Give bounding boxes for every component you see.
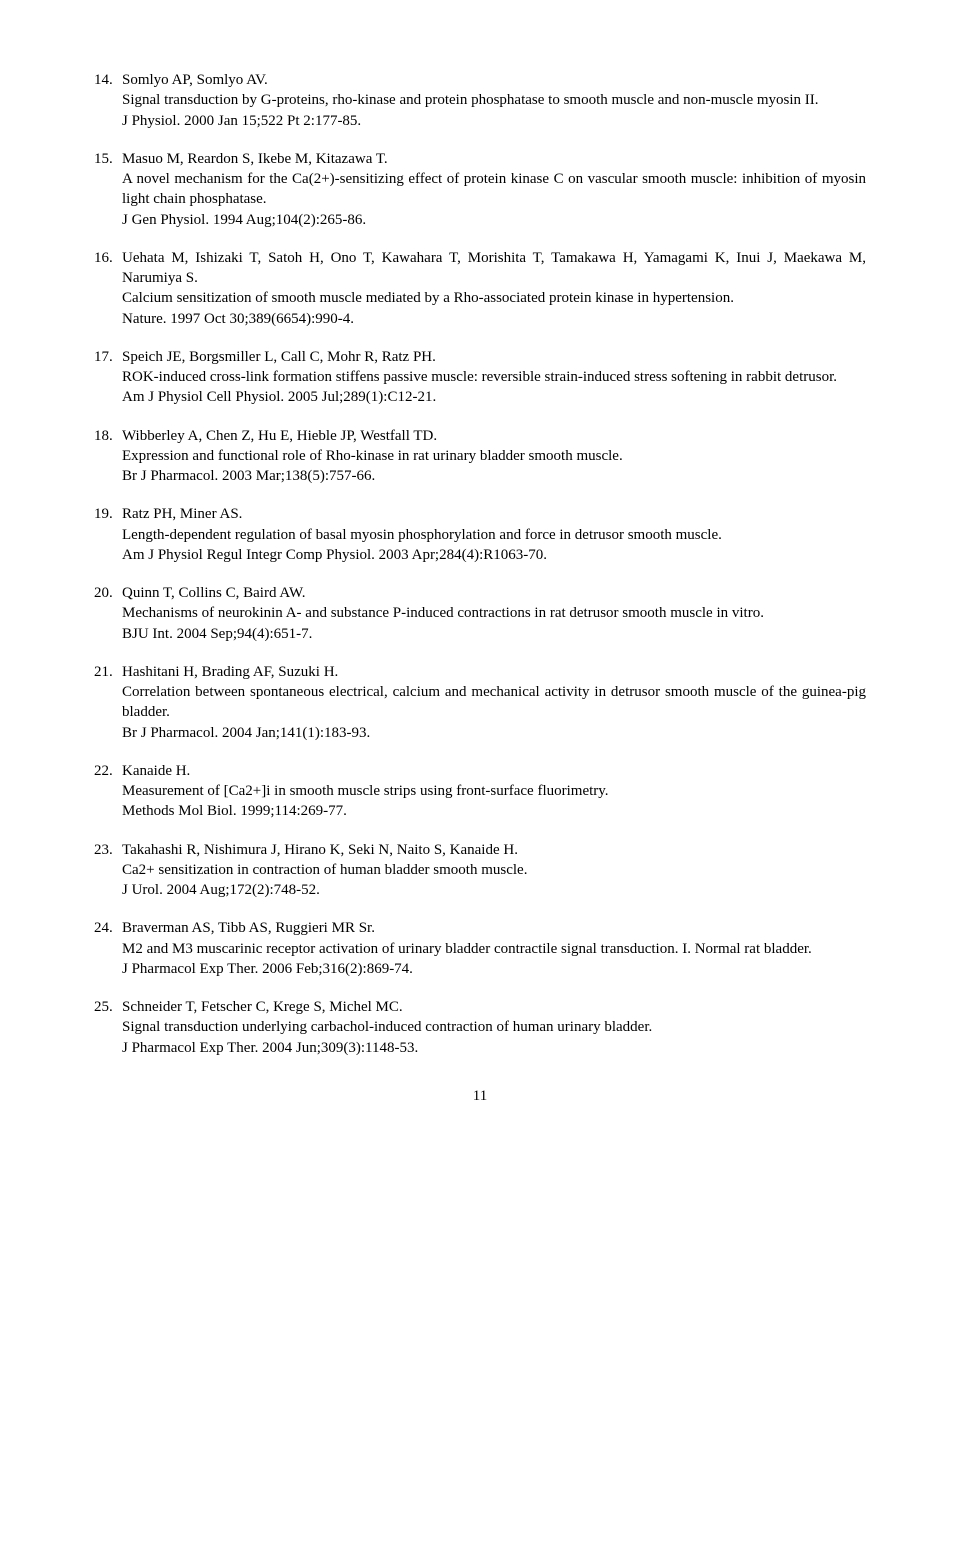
reference-title: Expression and functional role of Rho-ki…: [122, 446, 866, 466]
reference-title: Signal transduction underlying carbachol…: [122, 1017, 866, 1037]
reference-title: M2 and M3 muscarinic receptor activation…: [122, 939, 866, 959]
reference-number: 19.: [94, 504, 122, 565]
reference-journal: J Pharmacol Exp Ther. 2006 Feb;316(2):86…: [122, 959, 866, 979]
reference-body: Masuo M, Reardon S, Ikebe M, Kitazawa T.…: [122, 149, 866, 230]
reference-number: 22.: [94, 761, 122, 822]
reference-body: Kanaide H. Measurement of [Ca2+]i in smo…: [122, 761, 866, 822]
reference-authors: Braverman AS, Tibb AS, Ruggieri MR Sr.: [122, 918, 866, 938]
reference-title: Mechanisms of neurokinin A- and substanc…: [122, 603, 866, 623]
reference-item: 24. Braverman AS, Tibb AS, Ruggieri MR S…: [94, 918, 866, 979]
reference-journal: Br J Pharmacol. 2004 Jan;141(1):183-93.: [122, 723, 866, 743]
reference-authors: Wibberley A, Chen Z, Hu E, Hieble JP, We…: [122, 426, 866, 446]
reference-body: Ratz PH, Miner AS. Length-dependent regu…: [122, 504, 866, 565]
reference-body: Takahashi R, Nishimura J, Hirano K, Seki…: [122, 840, 866, 901]
reference-item: 20. Quinn T, Collins C, Baird AW. Mechan…: [94, 583, 866, 644]
reference-title: A novel mechanism for the Ca(2+)-sensiti…: [122, 169, 866, 210]
reference-authors: Speich JE, Borgsmiller L, Call C, Mohr R…: [122, 347, 866, 367]
reference-body: Braverman AS, Tibb AS, Ruggieri MR Sr. M…: [122, 918, 866, 979]
reference-number: 24.: [94, 918, 122, 979]
reference-journal: Am J Physiol Cell Physiol. 2005 Jul;289(…: [122, 387, 866, 407]
reference-item: 16. Uehata M, Ishizaki T, Satoh H, Ono T…: [94, 248, 866, 329]
reference-item: 14. Somlyo AP, Somlyo AV. Signal transdu…: [94, 70, 866, 131]
reference-number: 17.: [94, 347, 122, 408]
reference-journal: Br J Pharmacol. 2003 Mar;138(5):757-66.: [122, 466, 866, 486]
reference-number: 23.: [94, 840, 122, 901]
reference-item: 21. Hashitani H, Brading AF, Suzuki H. C…: [94, 662, 866, 743]
reference-authors: Masuo M, Reardon S, Ikebe M, Kitazawa T.: [122, 149, 866, 169]
reference-item: 15. Masuo M, Reardon S, Ikebe M, Kitazaw…: [94, 149, 866, 230]
reference-item: 22. Kanaide H. Measurement of [Ca2+]i in…: [94, 761, 866, 822]
reference-authors: Somlyo AP, Somlyo AV.: [122, 70, 866, 90]
reference-body: Speich JE, Borgsmiller L, Call C, Mohr R…: [122, 347, 866, 408]
reference-journal: J Urol. 2004 Aug;172(2):748-52.: [122, 880, 866, 900]
reference-journal: J Physiol. 2000 Jan 15;522 Pt 2:177-85.: [122, 111, 866, 131]
reference-authors: Schneider T, Fetscher C, Krege S, Michel…: [122, 997, 866, 1017]
reference-item: 19. Ratz PH, Miner AS. Length-dependent …: [94, 504, 866, 565]
reference-number: 18.: [94, 426, 122, 487]
reference-number: 16.: [94, 248, 122, 329]
reference-body: Schneider T, Fetscher C, Krege S, Michel…: [122, 997, 866, 1058]
reference-body: Quinn T, Collins C, Baird AW. Mechanisms…: [122, 583, 866, 644]
reference-body: Wibberley A, Chen Z, Hu E, Hieble JP, We…: [122, 426, 866, 487]
reference-number: 15.: [94, 149, 122, 230]
reference-journal: J Pharmacol Exp Ther. 2004 Jun;309(3):11…: [122, 1038, 866, 1058]
reference-title: Signal transduction by G-proteins, rho-k…: [122, 90, 866, 110]
reference-title: Correlation between spontaneous electric…: [122, 682, 866, 723]
reference-journal: Methods Mol Biol. 1999;114:269-77.: [122, 801, 866, 821]
reference-title: Ca2+ sensitization in contraction of hum…: [122, 860, 866, 880]
reference-title: Calcium sensitization of smooth muscle m…: [122, 288, 866, 308]
reference-authors: Quinn T, Collins C, Baird AW.: [122, 583, 866, 603]
reference-number: 20.: [94, 583, 122, 644]
reference-item: 23. Takahashi R, Nishimura J, Hirano K, …: [94, 840, 866, 901]
reference-authors: Takahashi R, Nishimura J, Hirano K, Seki…: [122, 840, 866, 860]
reference-number: 14.: [94, 70, 122, 131]
reference-number: 21.: [94, 662, 122, 743]
reference-authors: Kanaide H.: [122, 761, 866, 781]
reference-item: 25. Schneider T, Fetscher C, Krege S, Mi…: [94, 997, 866, 1058]
reference-body: Somlyo AP, Somlyo AV. Signal transductio…: [122, 70, 866, 131]
reference-journal: J Gen Physiol. 1994 Aug;104(2):265-86.: [122, 210, 866, 230]
reference-title: Measurement of [Ca2+]i in smooth muscle …: [122, 781, 866, 801]
reference-authors: Hashitani H, Brading AF, Suzuki H.: [122, 662, 866, 682]
reference-title: ROK-induced cross-link formation stiffen…: [122, 367, 866, 387]
reference-title: Length-dependent regulation of basal myo…: [122, 525, 866, 545]
reference-item: 17. Speich JE, Borgsmiller L, Call C, Mo…: [94, 347, 866, 408]
reference-number: 25.: [94, 997, 122, 1058]
reference-body: Hashitani H, Brading AF, Suzuki H. Corre…: [122, 662, 866, 743]
reference-journal: BJU Int. 2004 Sep;94(4):651-7.: [122, 624, 866, 644]
reference-authors: Uehata M, Ishizaki T, Satoh H, Ono T, Ka…: [122, 248, 866, 289]
references-list: 14. Somlyo AP, Somlyo AV. Signal transdu…: [94, 70, 866, 1058]
page-number: 11: [94, 1086, 866, 1106]
reference-journal: Nature. 1997 Oct 30;389(6654):990-4.: [122, 309, 866, 329]
reference-item: 18. Wibberley A, Chen Z, Hu E, Hieble JP…: [94, 426, 866, 487]
reference-journal: Am J Physiol Regul Integr Comp Physiol. …: [122, 545, 866, 565]
reference-authors: Ratz PH, Miner AS.: [122, 504, 866, 524]
reference-body: Uehata M, Ishizaki T, Satoh H, Ono T, Ka…: [122, 248, 866, 329]
